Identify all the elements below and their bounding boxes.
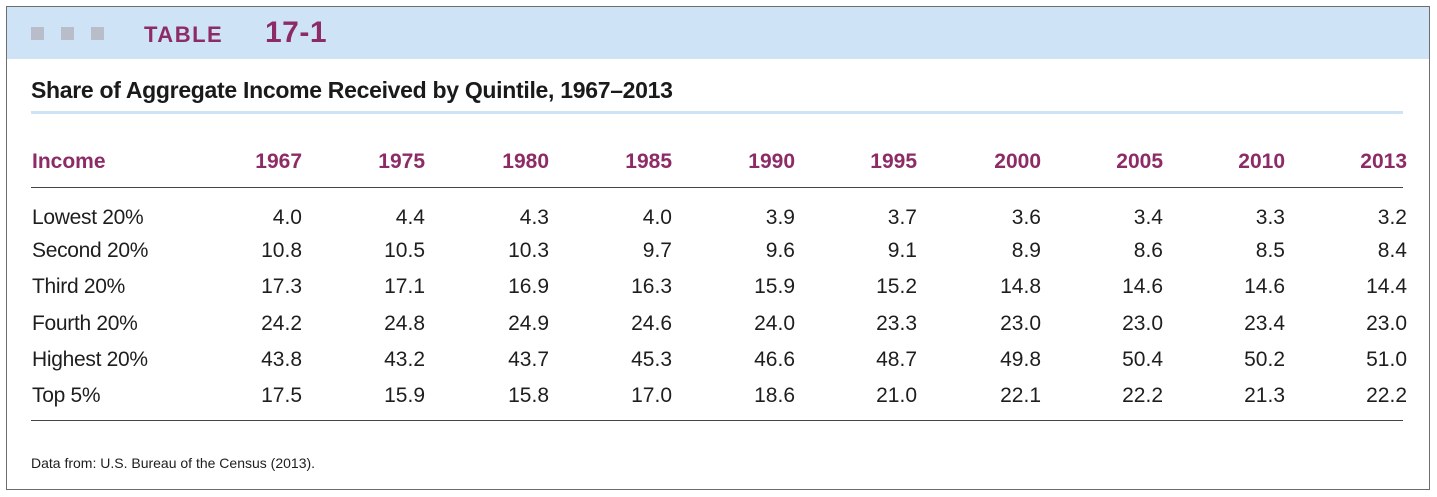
table-cell: 45.3 [631, 348, 672, 371]
table-cell: 8.5 [1255, 239, 1285, 262]
table-cell: 10.8 [261, 239, 302, 262]
column-header-year: 1980 [502, 150, 549, 173]
table-cell: 15.9 [384, 384, 425, 407]
table-cell: 8.6 [1133, 239, 1163, 262]
column-header-year: 2005 [1116, 150, 1163, 173]
source-note: Data from: U.S. Bureau of the Census (20… [31, 455, 316, 471]
table-cell: 24.9 [508, 312, 549, 335]
table-cell: 48.7 [876, 348, 917, 371]
table-cell: 50.4 [1122, 348, 1163, 371]
table-cell: 9.6 [765, 239, 795, 262]
table-cell: 10.3 [508, 239, 549, 262]
table-cell: 43.8 [261, 348, 302, 371]
table-cell: 21.3 [1244, 384, 1285, 407]
table-cell: 24.6 [631, 312, 672, 335]
table-cell: 15.8 [508, 384, 549, 407]
table-cell: 24.8 [384, 312, 425, 335]
column-header-year: 2010 [1238, 150, 1285, 173]
table-cell: 10.5 [384, 239, 425, 262]
table-cell: 4.0 [272, 206, 302, 229]
table-cell: 22.1 [1000, 384, 1041, 407]
square-icon [31, 27, 44, 40]
table-cell: 3.4 [1133, 206, 1163, 229]
column-header-year: 1985 [625, 150, 672, 173]
table-cell: 23.4 [1244, 312, 1285, 335]
table-cell: 14.8 [1000, 275, 1041, 298]
table-label: TABLE [144, 22, 224, 47]
table-cell: 22.2 [1366, 384, 1407, 407]
footer-rule [31, 420, 1403, 421]
table-cell: 22.2 [1122, 384, 1163, 407]
table-cell: 4.3 [519, 206, 549, 229]
table-cell: 17.1 [384, 275, 425, 298]
table-title: Share of Aggregate Income Received by Qu… [31, 77, 673, 103]
table-cell: 17.5 [261, 384, 302, 407]
table-cell: 15.2 [876, 275, 917, 298]
table-cell: 51.0 [1366, 348, 1407, 371]
column-header-year: 2013 [1360, 150, 1407, 173]
column-header-year: 2000 [994, 150, 1041, 173]
header-band: TABLE 17-1 [7, 7, 1429, 59]
table-cell: 3.9 [765, 206, 795, 229]
row-label: Second 20% [32, 239, 149, 262]
table-cell: 8.9 [1011, 239, 1041, 262]
table-cell: 23.0 [1366, 312, 1407, 335]
column-header-year: 1967 [255, 150, 302, 173]
table-cell: 8.4 [1377, 239, 1407, 262]
table-cell: 49.8 [1000, 348, 1041, 371]
table-cell: 14.6 [1122, 275, 1163, 298]
column-header-income: Income [32, 150, 106, 173]
table-cell: 23.0 [1000, 312, 1041, 335]
row-label: Third 20% [32, 275, 126, 298]
table-cell: 3.6 [1011, 206, 1041, 229]
row-label: Fourth 20% [32, 312, 138, 335]
table-cell: 9.1 [887, 239, 917, 262]
header-rule [31, 187, 1403, 188]
table-cell: 46.6 [754, 348, 795, 371]
table-cell: 3.7 [887, 206, 917, 229]
table-cell: 14.6 [1244, 275, 1285, 298]
column-header-year: 1975 [378, 150, 425, 173]
table-cell: 21.0 [876, 384, 917, 407]
table-frame: TABLE 17-1 Share of Aggregate Income Rec… [6, 6, 1430, 490]
table-cell: 4.4 [395, 206, 425, 229]
table-cell: 24.0 [754, 312, 795, 335]
table-cell: 3.2 [1377, 206, 1407, 229]
row-label: Highest 20% [32, 348, 148, 371]
table-cell: 23.0 [1122, 312, 1163, 335]
row-label: Top 5% [32, 384, 101, 407]
square-icon [61, 27, 74, 40]
table-cell: 4.0 [642, 206, 672, 229]
table-cell: 3.3 [1255, 206, 1285, 229]
column-header-year: 1990 [748, 150, 795, 173]
table-cell: 17.3 [261, 275, 302, 298]
table-cell: 23.3 [876, 312, 917, 335]
table-cell: 16.3 [631, 275, 672, 298]
table-number: 17-1 [265, 16, 328, 49]
table-cell: 17.0 [631, 384, 672, 407]
title-rule [31, 111, 1403, 114]
table-cell: 9.7 [642, 239, 672, 262]
table-cell: 14.4 [1366, 275, 1407, 298]
table-cell: 43.2 [384, 348, 425, 371]
table-cell: 43.7 [508, 348, 549, 371]
column-header-year: 1995 [870, 150, 917, 173]
table-cell: 18.6 [754, 384, 795, 407]
table-cell: 15.9 [754, 275, 795, 298]
table-cell: 16.9 [508, 275, 549, 298]
table-cell: 24.2 [261, 312, 302, 335]
table-cell: 50.2 [1244, 348, 1285, 371]
row-label: Lowest 20% [32, 206, 144, 229]
square-icon [91, 27, 104, 40]
